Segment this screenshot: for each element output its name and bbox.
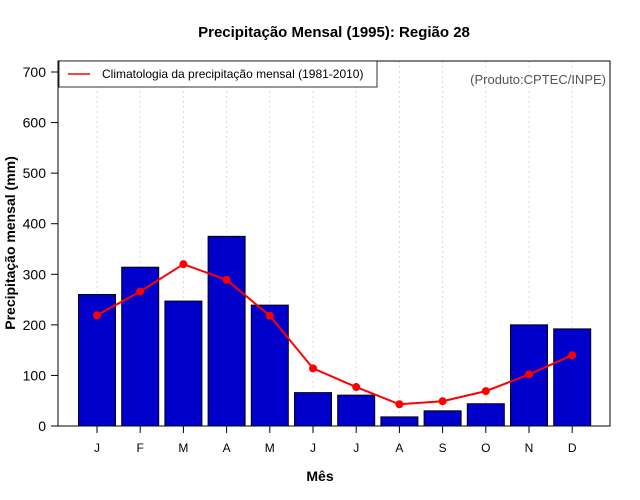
y-tick-label: 200 [23,317,47,333]
climatology-point-3 [222,275,231,284]
x-axis-label: Mês [306,468,333,484]
bar-9 [466,403,505,427]
bar-8 [423,410,462,427]
x-tick-label: J [353,441,359,455]
bar-6 [337,394,376,427]
climatology-point-0 [93,311,101,320]
climatology-point-7 [395,400,404,409]
climatology-point-6 [352,383,361,392]
y-tick-label: 700 [23,64,47,80]
climatology-line [96,263,573,406]
legend: Climatologia da precipitação mensal (198… [58,60,378,88]
x-tick-label: F [137,441,144,455]
legend-box [58,60,378,88]
x-tick-label: A [223,441,231,455]
y-tick-label: 300 [23,266,47,282]
y-tick-label: 0 [38,418,46,434]
x-tick-label: J [310,441,316,455]
x-tick-label: S [439,441,447,455]
y-axis-label: Precipitação mensal (mm) [2,156,18,330]
y-tick-label: 600 [23,115,47,131]
x-tick-label: J [94,441,100,455]
climatology-point-10 [525,370,533,379]
legend-entry-climatology: Climatologia da precipitação mensal (198… [102,67,363,81]
x-tick-label: D [568,441,577,455]
x-tick-label: A [395,441,403,455]
bar-11 [553,328,592,427]
chart-title: Precipitação Mensal (1995): Região 28 [198,24,470,41]
grid-lines [96,61,573,426]
climatology-point-9 [481,387,490,396]
bar-3 [207,235,246,427]
y-tick-label: 100 [23,367,47,383]
climatology-point-2 [179,260,188,269]
x-tick-label: M [265,441,275,455]
y-axis: 0 100 200 300 400 500 600 700 [23,64,58,434]
x-tick-label: N [525,441,534,455]
bar-10 [510,324,548,427]
climatology-series [93,260,577,409]
climatology-point-4 [265,311,274,320]
bar-series [78,235,592,427]
bar-5 [294,392,332,427]
credit-annotation: (Produto:CPTEC/INPE) [470,72,606,87]
bar-7 [380,416,419,427]
x-tick-label: M [178,441,188,455]
bar-4 [250,304,289,427]
climatology-point-8 [438,397,447,406]
y-tick-label: 500 [23,165,47,181]
bar-2 [164,300,203,427]
climatology-point-1 [136,287,145,296]
x-tick-label: O [481,441,490,455]
climatology-point-5 [309,364,317,373]
y-tick-label: 400 [23,216,47,232]
climatology-point-11 [568,351,577,360]
